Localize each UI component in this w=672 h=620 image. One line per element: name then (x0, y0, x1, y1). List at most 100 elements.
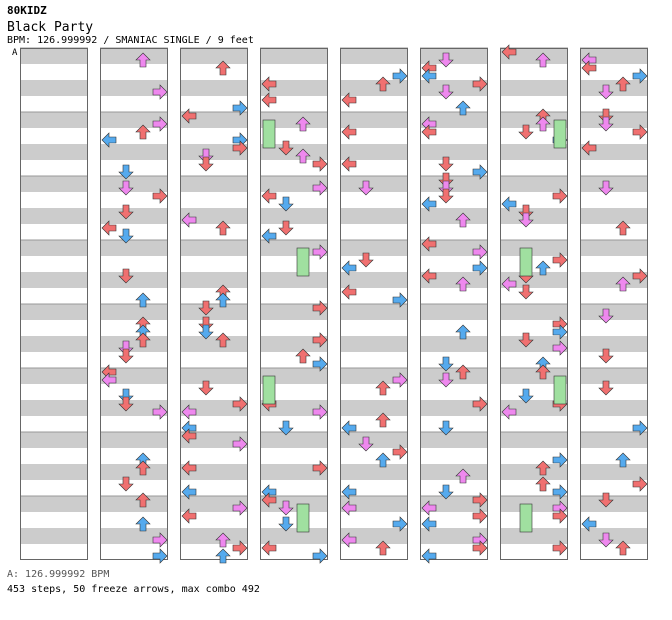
beat-stripe (20, 384, 88, 400)
freeze-arrow (519, 503, 533, 533)
beat-stripe (500, 352, 568, 368)
step-arrow-down (358, 436, 374, 452)
step-arrow-up (295, 148, 311, 164)
beat-stripe (180, 544, 248, 560)
beat-stripe (100, 48, 168, 64)
step-arrow-up (615, 220, 631, 236)
step-arrow-left (181, 508, 197, 524)
step-arrow-left (341, 532, 357, 548)
beat-stripe (340, 272, 408, 288)
chart-column (100, 47, 168, 560)
beat-stripe (100, 512, 168, 528)
beat-stripe (500, 192, 568, 208)
step-arrow-down (598, 532, 614, 548)
step-arrow-down (598, 84, 614, 100)
step-arrow-up (455, 324, 471, 340)
beat-stripe (100, 448, 168, 464)
beat-stripe (100, 544, 168, 560)
step-arrow-down (118, 204, 134, 220)
step-arrow-left (101, 132, 117, 148)
step-arrow-down (198, 300, 214, 316)
step-arrow-right (312, 180, 328, 196)
beat-stripe (100, 64, 168, 80)
beat-stripe (420, 224, 488, 240)
step-arrow-down (438, 420, 454, 436)
freeze-arrow (296, 247, 310, 277)
beat-stripe (180, 496, 248, 512)
step-arrow-down (598, 380, 614, 396)
beat-stripe (100, 144, 168, 160)
step-arrow-down (278, 140, 294, 156)
beat-stripe (20, 272, 88, 288)
beat-stripe (340, 144, 408, 160)
beat-stripe (580, 192, 648, 208)
step-arrow-right (312, 548, 328, 564)
beat-stripe (180, 432, 248, 448)
step-arrow-down (598, 116, 614, 132)
step-arrow-right (152, 404, 168, 420)
step-arrow-up (615, 540, 631, 556)
song-title: Black Party (7, 20, 94, 35)
beat-stripe (180, 368, 248, 384)
step-arrow-up (535, 460, 551, 476)
beat-stripe (420, 528, 488, 544)
beat-stripe (340, 352, 408, 368)
step-arrow-up (135, 516, 151, 532)
beat-stripe (180, 528, 248, 544)
beat-stripe (100, 368, 168, 384)
beat-stripe (500, 272, 568, 288)
step-arrow-down (598, 180, 614, 196)
beat-stripe (500, 144, 568, 160)
step-arrow-left (261, 188, 277, 204)
beat-stripe (420, 336, 488, 352)
beat-stripe (420, 480, 488, 496)
beat-stripe (580, 144, 648, 160)
beat-stripe (420, 96, 488, 112)
step-arrow-up (615, 452, 631, 468)
beat-stripe (260, 496, 328, 512)
beat-stripe (580, 64, 648, 80)
beat-stripe (260, 256, 328, 272)
beat-stripe (580, 464, 648, 480)
step-arrow-down (438, 156, 454, 172)
step-arrow-down (198, 148, 214, 164)
step-arrow-left (501, 276, 517, 292)
beat-stripe (180, 96, 248, 112)
beat-stripe (580, 160, 648, 176)
step-arrow-left (421, 268, 437, 284)
chart-column (180, 47, 248, 560)
beat-stripe (500, 368, 568, 384)
step-arrow-down (518, 388, 534, 404)
beat-stripe (180, 512, 248, 528)
beat-stripe (340, 240, 408, 256)
freeze-arrow (553, 119, 567, 149)
beat-stripe (500, 320, 568, 336)
beat-stripe (20, 448, 88, 464)
beat-stripe (260, 128, 328, 144)
beat-stripe (20, 112, 88, 128)
step-arrow-up (215, 60, 231, 76)
step-arrow-down (198, 316, 214, 332)
beat-stripe (180, 256, 248, 272)
beat-stripe (340, 96, 408, 112)
beat-stripe (500, 128, 568, 144)
beat-stripe (260, 304, 328, 320)
step-arrow-left (181, 108, 197, 124)
step-arrow-up (455, 100, 471, 116)
beat-stripe (260, 224, 328, 240)
beat-stripe (340, 256, 408, 272)
beat-stripe (500, 64, 568, 80)
step-arrow-left (581, 60, 597, 76)
step-arrow-down (198, 324, 214, 340)
step-arrow-right (472, 508, 488, 524)
beat-stripe (500, 432, 568, 448)
step-arrow-up (295, 348, 311, 364)
beat-stripe (20, 352, 88, 368)
beat-stripe (580, 416, 648, 432)
beat-stripe (580, 128, 648, 144)
beat-stripe (180, 464, 248, 480)
step-arrow-up (455, 212, 471, 228)
step-arrow-right (232, 540, 248, 556)
beat-stripe (580, 352, 648, 368)
step-arrow-down (518, 124, 534, 140)
